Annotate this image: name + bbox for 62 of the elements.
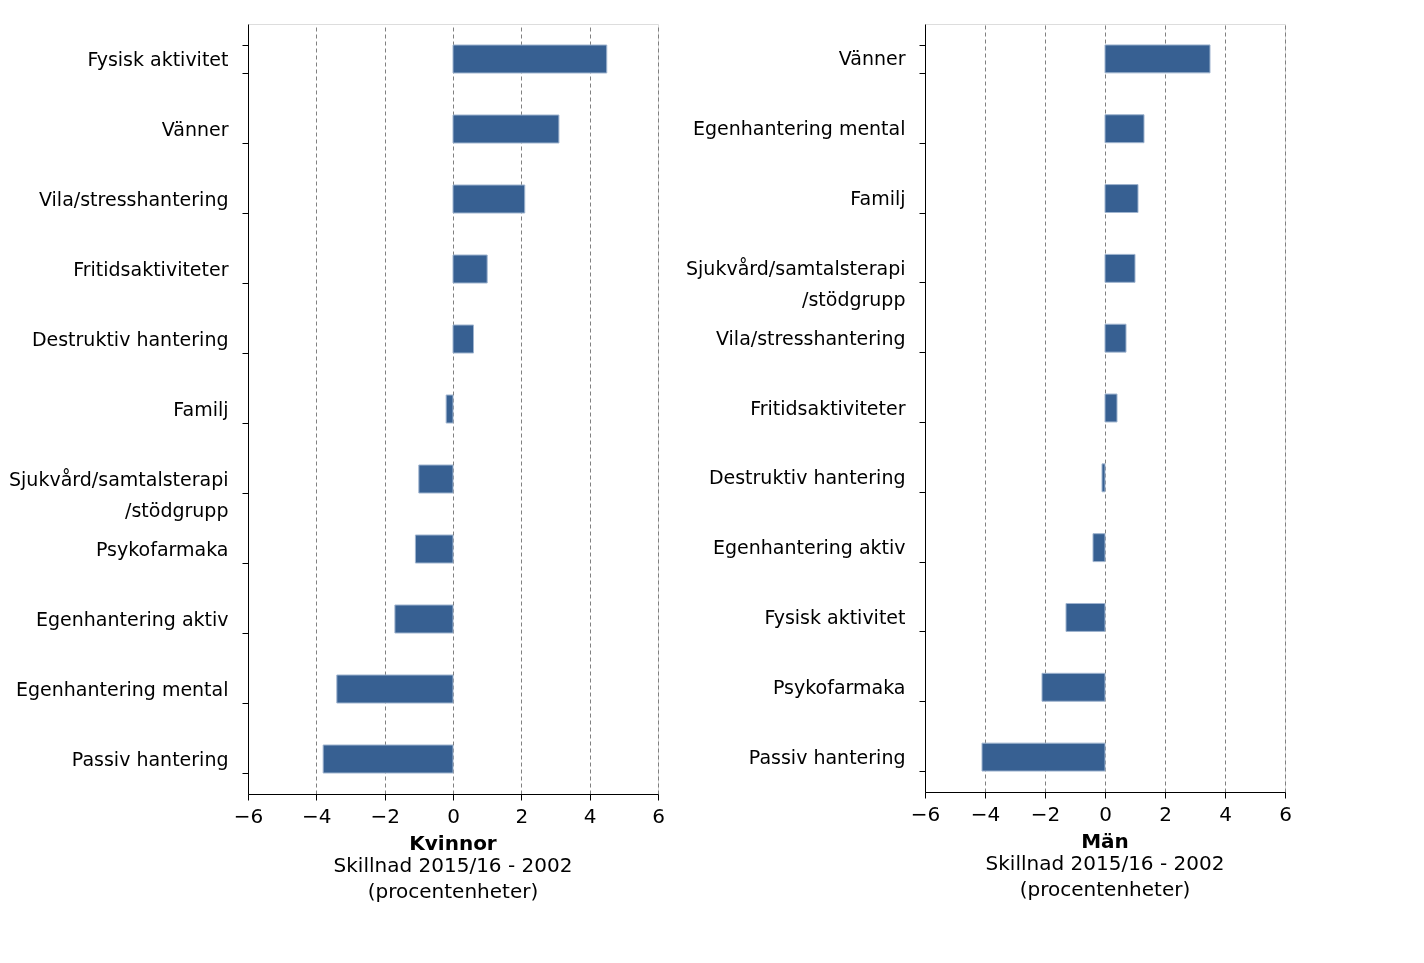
text: Män	[1081, 829, 1129, 853]
y-tick-label: Egenhantering mental	[15, 677, 229, 700]
bar	[394, 604, 454, 634]
y-tick-label: Egenhantering aktiv	[712, 536, 906, 559]
y-tick-label: Passiv hantering	[748, 745, 906, 768]
bar	[1101, 463, 1106, 493]
bar	[418, 464, 454, 494]
x-tick-label: 4	[583, 803, 597, 828]
x-axis-title: Skillnad 2015/16 - 2002 (procentenheter)	[985, 851, 1225, 901]
bar	[981, 742, 1106, 772]
bar	[452, 254, 488, 284]
x-tick-label: 2	[515, 803, 529, 828]
y-tick-label: Destruktiv hantering	[31, 327, 229, 350]
y-tick-label: Vänner	[838, 47, 906, 70]
x-tick-label: 6	[652, 803, 665, 828]
bar	[445, 394, 454, 424]
y-tick-label: Passiv hantering	[71, 747, 229, 770]
y-tick-label: Familj	[850, 187, 906, 210]
y-tick-label: Psykofarmaka	[96, 537, 229, 560]
x-tick-label: 0	[1099, 801, 1112, 826]
y-tick-label: Fritidsaktiviteter	[750, 396, 906, 419]
x-tick-label: 0	[447, 803, 460, 828]
bar	[1092, 533, 1106, 563]
bar	[1104, 253, 1136, 283]
x-tick-label: 6	[1279, 801, 1292, 826]
text: Kvinnor	[409, 831, 497, 855]
y-tick-label: Fysisk aktivitet	[87, 47, 229, 70]
bar	[1041, 672, 1106, 702]
x-tick-label: −6	[233, 803, 264, 828]
bar	[452, 324, 474, 354]
x-tick-label: 2	[1159, 801, 1172, 826]
bar	[452, 184, 526, 214]
y-tick-label: Egenhantering mental	[692, 117, 906, 140]
bar	[1104, 323, 1127, 353]
y-tick-label: Psykofarmaka	[773, 675, 906, 698]
y-tick-label: Vila/stresshantering	[39, 187, 229, 210]
y-tick-label: Fysisk aktivitet	[764, 605, 906, 628]
bar	[1065, 602, 1106, 632]
bar	[336, 674, 454, 704]
x-tick-label: 4	[1219, 801, 1232, 826]
y-tick-label: Vänner	[161, 117, 229, 140]
y-tick-label: Familj	[173, 397, 229, 420]
x-tick-label: −4	[970, 801, 1001, 826]
y-tick-label: Sjukvård/samtalsterapi /stödgrupp	[686, 256, 906, 310]
y-tick-label: Destruktiv hantering	[708, 466, 906, 489]
bar	[1104, 114, 1145, 144]
bar	[322, 744, 454, 774]
x-tick-label: −6	[910, 801, 941, 826]
bar	[1104, 44, 1211, 74]
y-tick-label: Vila/stresshantering	[716, 326, 906, 349]
y-tick-label: Egenhantering aktiv	[35, 607, 229, 630]
x-tick-label: −4	[302, 803, 332, 828]
bar	[452, 44, 608, 74]
x-axis-title: Skillnad 2015/16 - 2002 (procentenheter)	[333, 853, 573, 903]
bar	[414, 534, 454, 564]
x-tick-label: −2	[1030, 801, 1061, 826]
x-tick-label: −2	[370, 803, 400, 828]
y-tick-label: Sjukvård/samtalsterapi /stödgrupp	[9, 467, 229, 521]
y-tick-label: Fritidsaktiviteter	[73, 257, 229, 280]
bar	[1104, 393, 1118, 423]
bar	[1104, 184, 1139, 214]
bar	[452, 114, 560, 144]
